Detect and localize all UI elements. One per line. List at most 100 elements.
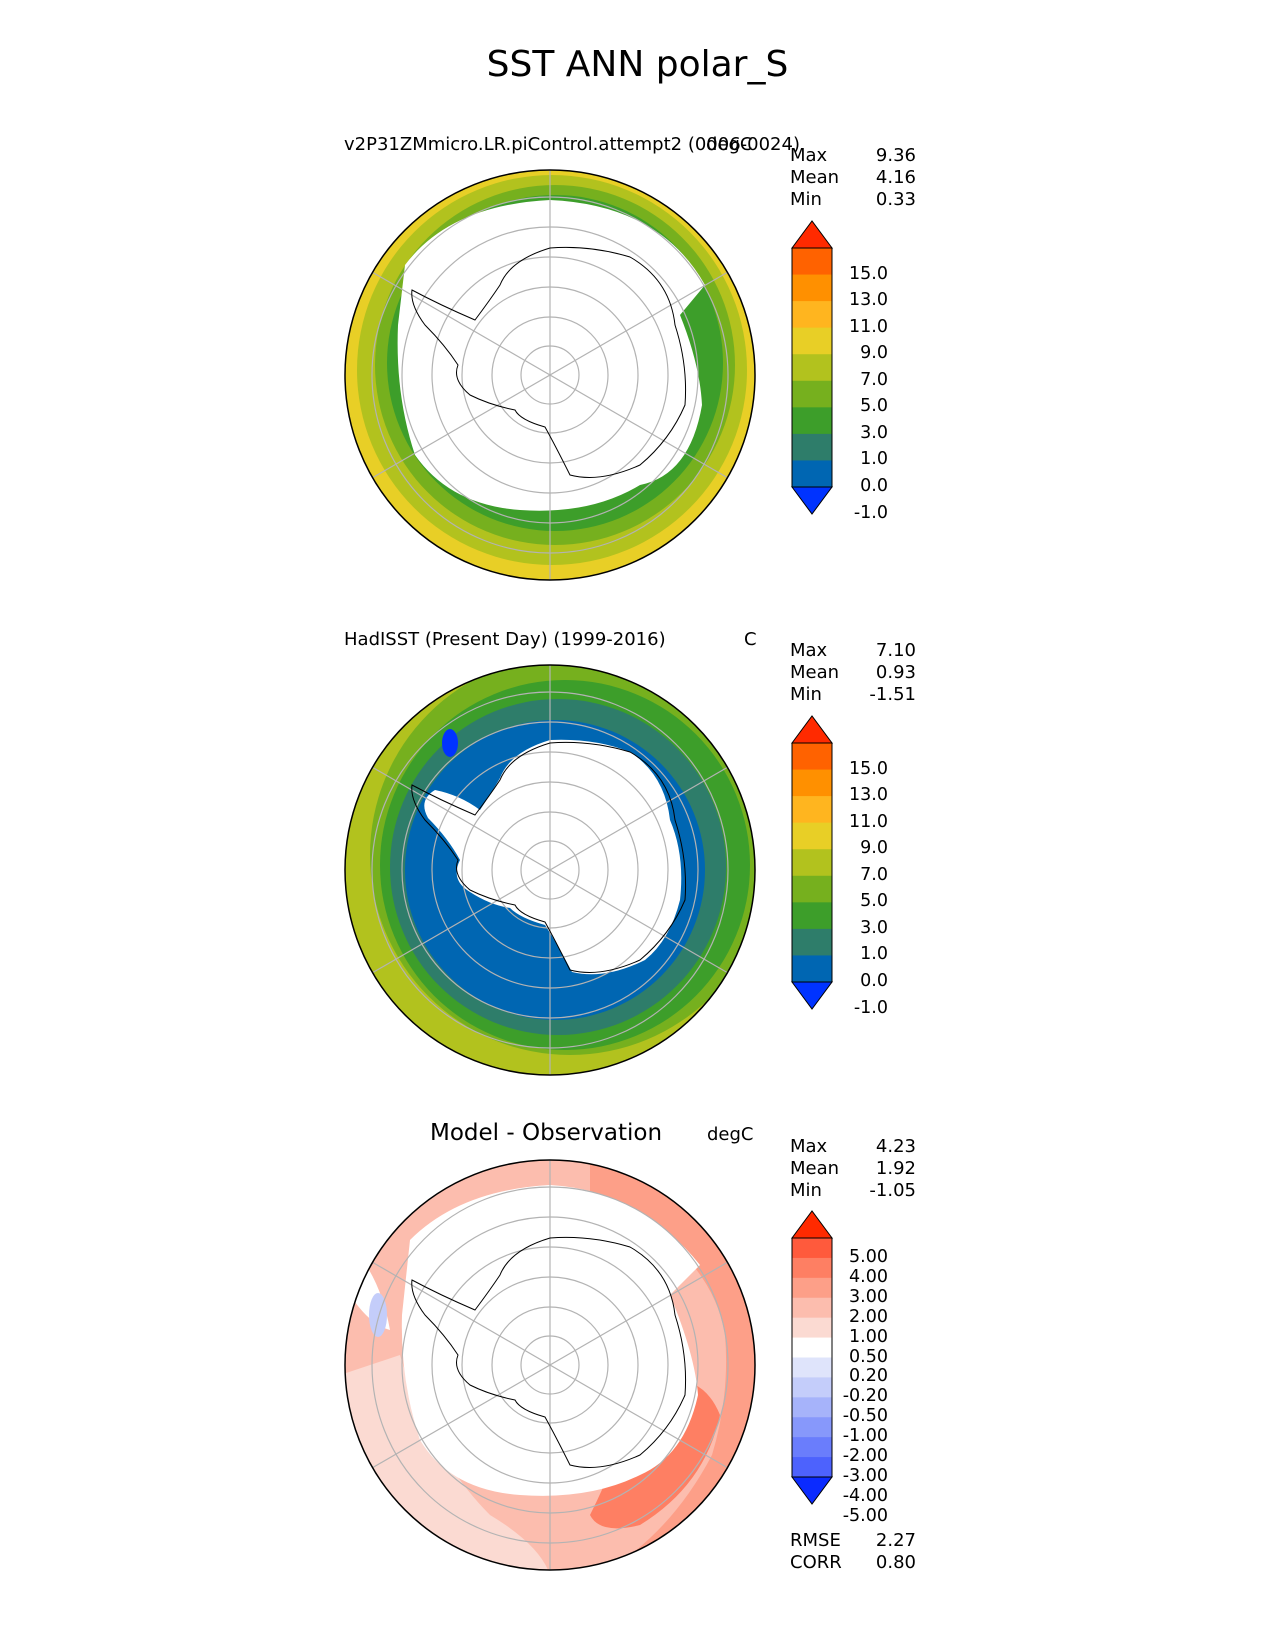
colorbar-box	[792, 407, 832, 435]
colorbar-tick-label: 11.0	[849, 316, 888, 337]
colorbar-tick-label: -2.00	[842, 1446, 888, 1467]
panel3-antarctica-coastline	[411, 1236, 687, 1468]
colorbar-outline	[791, 247, 833, 488]
colorbar-box	[792, 1377, 832, 1398]
panel3-max-label: Max	[790, 1136, 828, 1157]
panel2-mean-value: 0.93	[875, 662, 916, 683]
panel1-mean-value: 4.16	[875, 167, 916, 188]
panel2-colorbar	[791, 715, 833, 1010]
panel1-max-value: 9.36	[875, 145, 916, 166]
panel2-mean-label: Mean	[790, 662, 840, 683]
panel1-title: v2P31ZMmicro.LR.piControl.attempt2 (0006…	[344, 134, 800, 155]
colorbar-tick-label: -5.00	[842, 1505, 888, 1526]
colorbar-tick-label: 5.00	[849, 1246, 888, 1267]
colorbar-box	[792, 1437, 832, 1458]
colorbar-tick-label: 0.0	[860, 476, 888, 496]
colorbar-box	[792, 955, 832, 983]
colorbar-box	[792, 928, 832, 956]
panel3-min-value: -1.05	[869, 1180, 916, 1201]
colorbar-extend-top	[791, 220, 833, 249]
colorbar-box	[792, 875, 832, 903]
panel2-max-value: 7.10	[875, 640, 916, 661]
colorbar-tick-label: 7.0	[860, 864, 888, 885]
panel2-units: C	[744, 629, 757, 650]
colorbar-box	[792, 1357, 832, 1378]
panel1-sea-ice-mask	[397, 200, 705, 511]
panel3-graticule	[371, 1160, 729, 1570]
colorbar-tick-label: -0.50	[842, 1406, 888, 1427]
colorbar-box	[792, 1457, 832, 1478]
colorbar-box	[792, 849, 832, 877]
panel1-graticule	[371, 170, 729, 580]
colorbar-tick-label: 3.00	[849, 1286, 888, 1307]
panel3-corr-value: 0.80	[875, 1552, 916, 1573]
panel3-units: degC	[707, 1124, 754, 1145]
panel1-antarctica-coastline	[411, 246, 687, 478]
colorbar-tick-label: 1.0	[860, 449, 888, 470]
panel1-min-value: 0.33	[875, 189, 916, 210]
colorbar-outline	[791, 1237, 833, 1478]
panel1-units: degC	[706, 134, 753, 155]
panel3-max-value: 4.23	[875, 1136, 916, 1157]
colorbar-box	[792, 301, 832, 329]
colorbar-box	[792, 327, 832, 355]
panel2-graticule	[371, 665, 729, 1075]
panel3-colorbar	[791, 1210, 833, 1505]
panel2-map	[344, 664, 756, 1076]
figure-title: SST ANN polar_S	[486, 44, 789, 85]
panel3-map-border	[344, 1159, 756, 1571]
colorbar-box	[792, 274, 832, 302]
colorbar-tick-label: -3.00	[842, 1466, 888, 1486]
colorbar-box	[792, 1297, 832, 1319]
colorbar-tick-label: 5.0	[860, 396, 888, 417]
colorbar-tick-label: 7.0	[860, 369, 888, 390]
panel3-min-label: Min	[790, 1180, 822, 1201]
colorbar-extend-bottom	[791, 1476, 833, 1505]
colorbar-tick-label: -0.20	[842, 1386, 888, 1407]
colorbar-tick-label: -1.0	[853, 502, 888, 523]
colorbar-box	[792, 380, 832, 408]
panel2-min-value: -1.51	[869, 684, 916, 705]
panel3-rmse-label: RMSE	[790, 1530, 841, 1551]
colorbar-box	[792, 1257, 832, 1279]
panel2-antarctica-coastline	[411, 741, 687, 973]
panel3-diff-east	[590, 1160, 755, 1570]
colorbar-tick-label: -1.0	[853, 997, 888, 1018]
colorbar-box	[792, 1337, 832, 1358]
panel3-mean-label: Mean	[790, 1158, 840, 1179]
colorbar-tick-label: 2.00	[849, 1306, 888, 1327]
panel2-cold-patch	[442, 729, 458, 757]
colorbar-box	[792, 1317, 832, 1339]
colorbar-tick-label: 11.0	[849, 811, 888, 832]
colorbar-extend-top	[791, 715, 833, 744]
colorbar-tick-label: 15.0	[849, 263, 888, 284]
colorbar-tick-label: 13.0	[849, 290, 888, 311]
panel3-rmse-value: 2.27	[875, 1530, 916, 1551]
colorbar-box	[792, 1238, 832, 1259]
colorbar-box	[792, 460, 832, 488]
colorbar-tick-label: 4.00	[849, 1266, 888, 1287]
colorbar-box	[792, 354, 832, 382]
colorbar-tick-label: 13.0	[849, 785, 888, 806]
panel3-mean-value: 1.92	[875, 1158, 916, 1179]
colorbar-box	[792, 796, 832, 824]
colorbar-tick-label: 5.0	[860, 891, 888, 912]
colorbar-box	[792, 902, 832, 930]
colorbar-outline	[791, 742, 833, 983]
colorbar-tick-label: 0.50	[849, 1346, 888, 1367]
colorbar-extend-bottom	[791, 486, 833, 515]
colorbar-tick-label: 3.0	[860, 917, 888, 938]
colorbar-box	[792, 743, 832, 771]
colorbar-tick-label: 9.0	[860, 343, 888, 364]
panel2-antarctica-land	[424, 739, 682, 975]
panel1-map-border	[344, 169, 756, 581]
panel1-max-label: Max	[790, 145, 828, 166]
panel3-sea-ice-mask	[401, 1185, 700, 1496]
colorbar-box	[792, 1397, 832, 1418]
colorbar-tick-label: 0.20	[849, 1366, 888, 1387]
panel1-colorbar	[791, 220, 833, 515]
panel2-map-border	[344, 664, 756, 1076]
colorbar-tick-label: 3.0	[860, 422, 888, 443]
colorbar-tick-label: 1.00	[849, 1326, 888, 1347]
colorbar-tick-label: 15.0	[849, 758, 888, 779]
